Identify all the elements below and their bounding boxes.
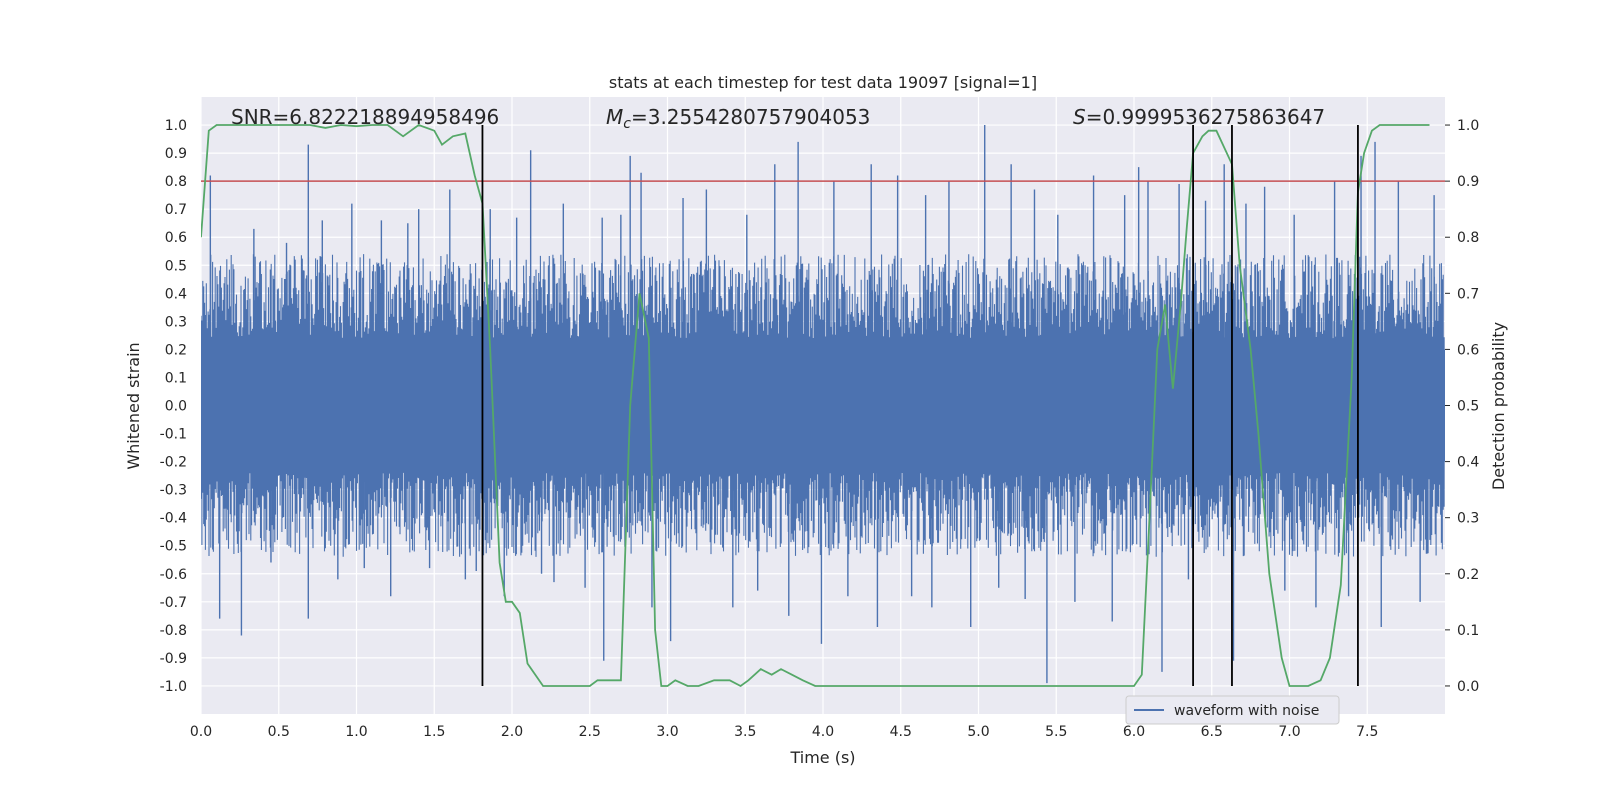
- y2-tick-label: 0.0: [1457, 679, 1479, 695]
- x-tick-label: 1.0: [345, 724, 367, 740]
- x-tick-label: 6.0: [1123, 724, 1145, 740]
- y-tick-label: 0.0: [165, 399, 187, 415]
- y-tick-label: -0.8: [160, 623, 187, 639]
- y-tick-label: 0.1: [165, 370, 187, 386]
- x-tick-label: 4.0: [812, 724, 834, 740]
- y-tick-label: 0.7: [165, 202, 187, 218]
- x-tick-label: 5.5: [1045, 724, 1067, 740]
- chirp-mass-symbol: M: [606, 105, 623, 129]
- y-tick-label: -0.7: [160, 595, 187, 611]
- y-tick-label: -0.1: [160, 427, 187, 443]
- x-tick-label: 1.5: [423, 724, 445, 740]
- x-tick-label: 3.5: [734, 724, 756, 740]
- x-tick-label: 6.5: [1201, 724, 1223, 740]
- y2-tick-label: 0.7: [1457, 286, 1479, 302]
- y-tick-label: -1.0: [160, 679, 187, 695]
- x-tick-label: 7.5: [1356, 724, 1378, 740]
- score-value: =0.9999536275863647: [1086, 105, 1325, 129]
- vertical-lines: [481, 125, 1359, 686]
- y2-tick-label: 0.9: [1457, 174, 1479, 190]
- x-tick-label: 5.0: [967, 724, 989, 740]
- y-tick-label: -0.4: [160, 511, 187, 527]
- x-tick-label: 3.0: [656, 724, 678, 740]
- chirp-mass-value: =3.2554280757904053: [631, 105, 870, 129]
- x-tick-label: 7.0: [1278, 724, 1300, 740]
- x-tick-labels: 0.0 0.5 1.0 1.5 2.0 2.5 3.0 3.5 4.0 4.5 5.0 5.5 6.0 6…: [190, 724, 1379, 740]
- y-tick-label: 1.0: [165, 118, 187, 134]
- y2-tick-label: 1.0: [1457, 118, 1479, 134]
- y-tick-label: 0.6: [165, 230, 187, 246]
- score-symbol: S: [1073, 105, 1086, 129]
- x-axis-label: Time (s): [789, 748, 855, 767]
- snr-annotation: SNR=6.822218894958496: [231, 105, 499, 129]
- x-tick-label: 0.0: [190, 724, 212, 740]
- y2-tick-labels: 1.0 0.9 0.8 0.7 0.6 0.5 0.4 0.3 0.2 0.1 0.0: [1445, 118, 1479, 695]
- y-tick-label: 0.5: [165, 258, 187, 274]
- y-tick-label: -0.6: [160, 567, 187, 583]
- chart-title: stats at each timestep for test data 190…: [609, 73, 1037, 92]
- probability-series: [201, 123, 1430, 688]
- x-tick-label: 2.0: [501, 724, 523, 740]
- legend: waveform with noise: [1125, 695, 1340, 725]
- legend-label: waveform with noise: [1174, 703, 1319, 719]
- legend-box: [1125, 695, 1340, 725]
- y-tick-label: 0.3: [165, 314, 187, 330]
- y-tick-label: 0.2: [165, 342, 187, 358]
- y2-tick-label: 0.6: [1457, 342, 1479, 358]
- y-tick-label: 0.4: [165, 286, 187, 302]
- probability-line: [201, 123, 1430, 688]
- x-tick-label: 0.5: [268, 724, 290, 740]
- chirp-mass-annotation: Mc=3.2554280757904053: [606, 105, 870, 132]
- y-tick-label: -0.3: [160, 483, 187, 499]
- chirp-mass-subscript: c: [623, 116, 631, 132]
- y-tick-label: 0.8: [165, 174, 187, 190]
- y2-tick-label: 0.5: [1457, 399, 1479, 415]
- y-tick-label: -0.5: [160, 539, 187, 555]
- y2-tick-label: 0.1: [1457, 623, 1479, 639]
- x-tick-label: 4.5: [890, 724, 912, 740]
- y-tick-labels: 1.0 0.9 0.8 0.7 0.6 0.5 0.4 0.3 0.2 0.1 0.0 -0.1 -0.…: [160, 118, 187, 695]
- y2-tick-label: 0.2: [1457, 567, 1479, 583]
- waveform-noise: [201, 254, 1445, 557]
- y-tick-label: -0.9: [160, 651, 187, 667]
- y-tick-label: -0.2: [160, 455, 187, 471]
- y2-tick-label: 0.3: [1457, 511, 1479, 527]
- waveform-series: [201, 125, 1445, 684]
- y-axis-label: Whitened strain: [124, 342, 143, 469]
- y2-tick-label: 0.4: [1457, 455, 1479, 471]
- y-tick-label: 0.9: [165, 146, 187, 162]
- score-annotation: S=0.9999536275863647: [1073, 105, 1325, 129]
- y2-tick-label: 0.8: [1457, 230, 1479, 246]
- y2-axis-label: Detection probability: [1489, 322, 1508, 490]
- x-tick-label: 2.5: [579, 724, 601, 740]
